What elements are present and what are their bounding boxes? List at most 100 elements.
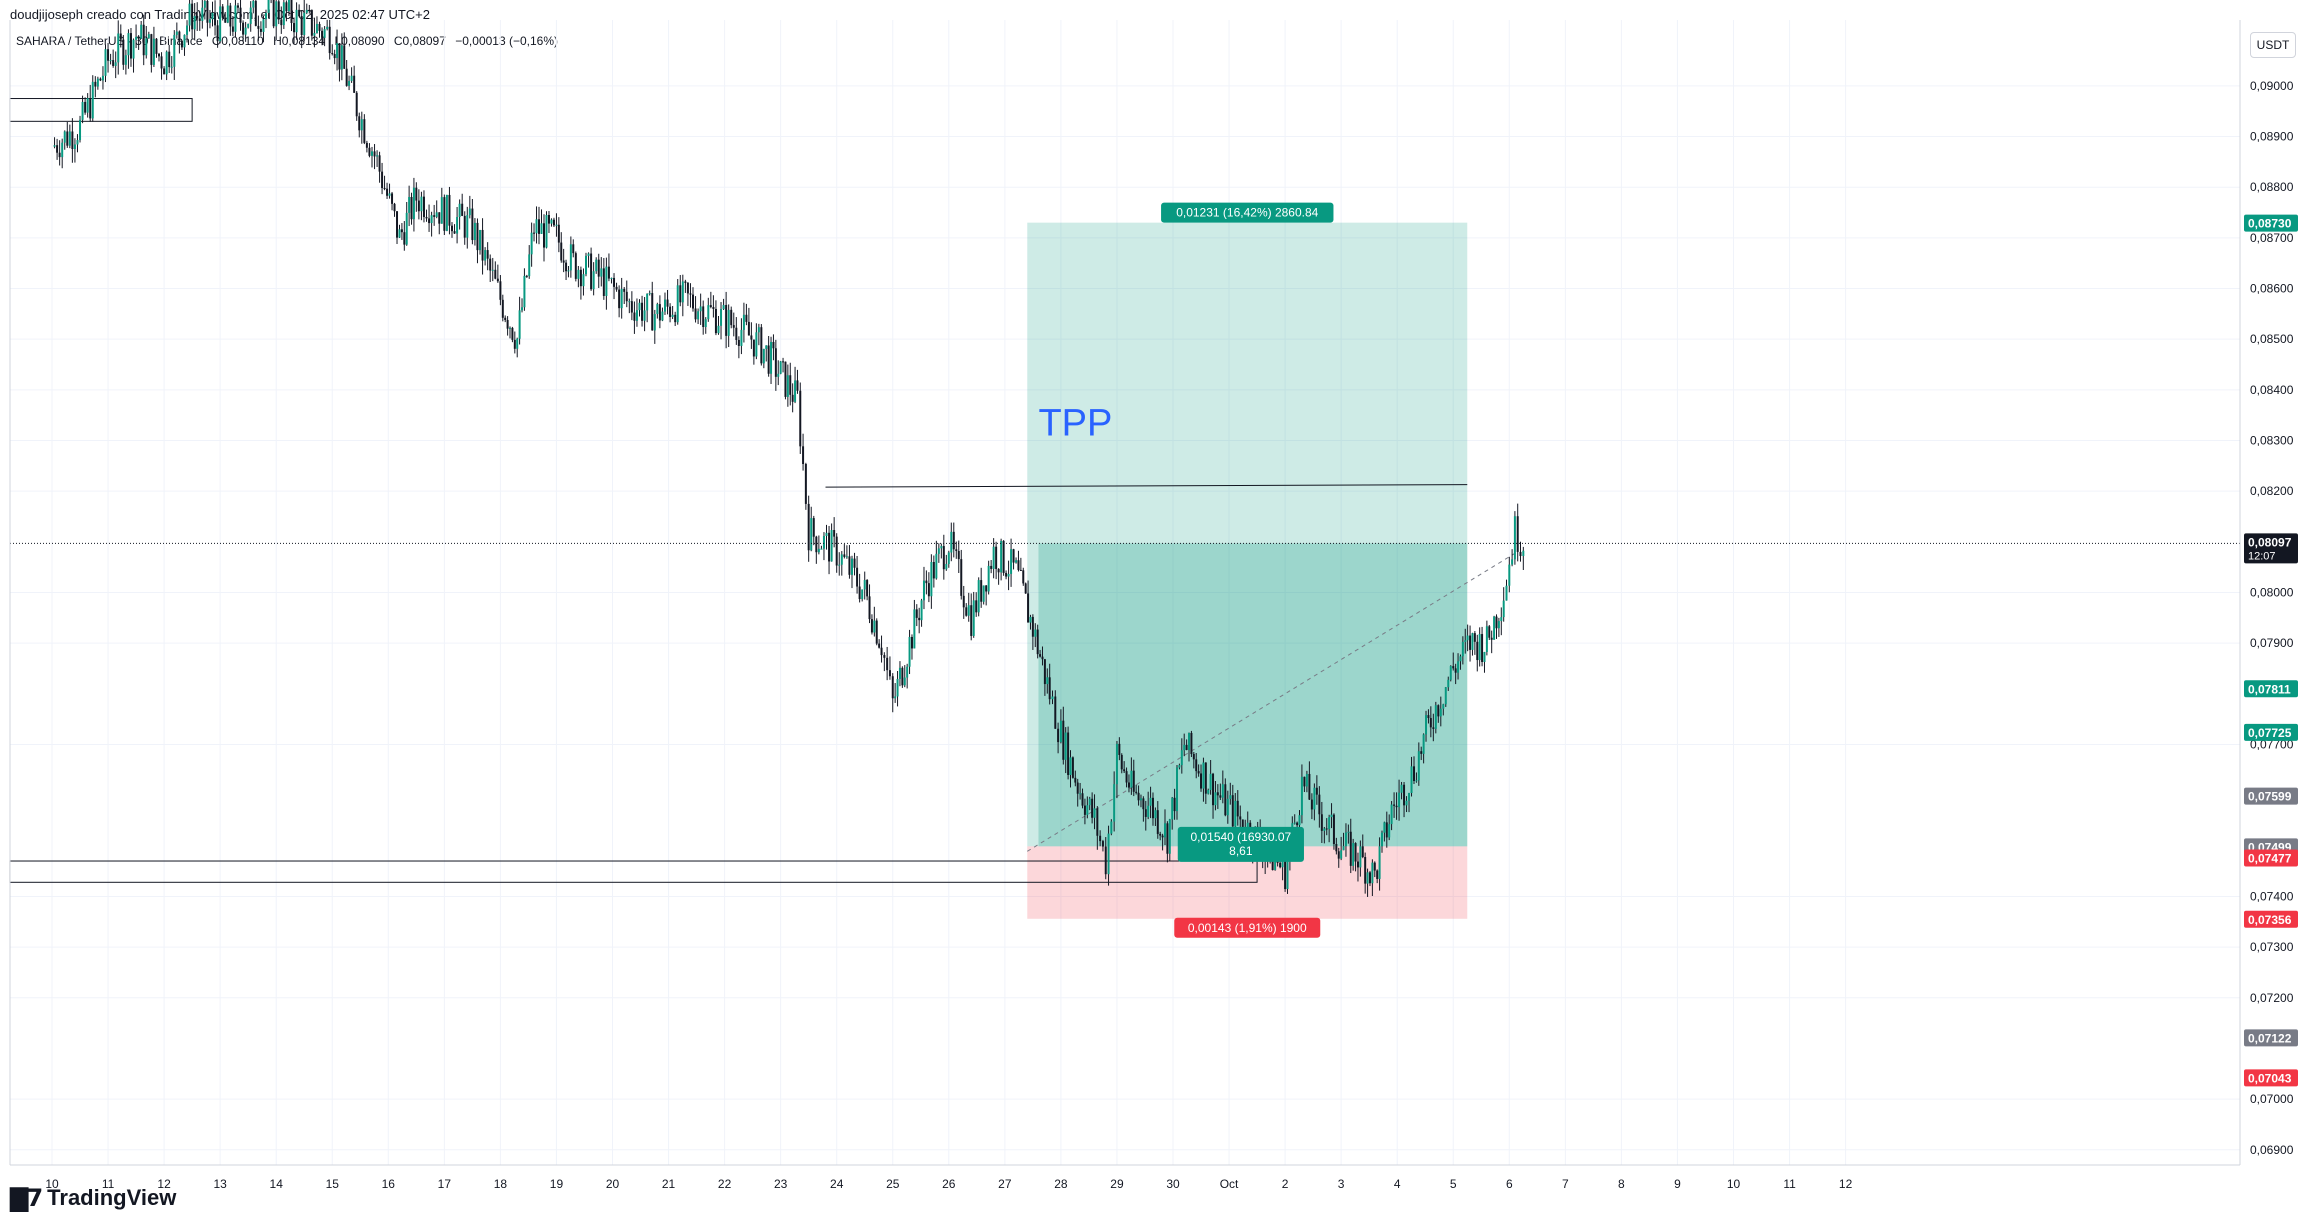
price-badge-label: 0,07725 [2248,726,2292,740]
price-badge-stop-loss[interactable] [2244,910,2298,928]
candle-body [1000,540,1003,573]
candle-body [282,2,285,26]
candle-body [201,7,204,21]
candle-body [1043,659,1046,685]
price-badge-level-07122[interactable] [2244,1029,2298,1047]
price-badge-countdown: 12:07 [2248,550,2276,562]
candle-body [597,259,600,277]
chart-axes[interactable]: 0,06900 0,07000 0,07200 0,07300 0,07400 0,077… [9,20,2298,1191]
price-badge-level-07599[interactable] [2244,787,2298,805]
candle-body [1320,814,1323,831]
candle-body [1293,822,1296,824]
candle-body [1202,762,1205,789]
price-tick-label: 0,09000 [2250,79,2294,93]
candle-body [496,278,499,282]
candle-body [992,546,995,569]
candle-body [952,531,955,550]
candle-body [173,34,176,67]
position-zones[interactable] [1027,222,1516,919]
candle-body [386,188,389,196]
candle-body [521,307,524,311]
candle-body [888,670,891,677]
candle-body [231,26,234,32]
candle-body [545,214,548,248]
candle-body [425,216,428,219]
candle-body [226,5,229,23]
candle-body [782,361,785,363]
candle-body [1405,800,1408,806]
candle-body [1422,734,1425,754]
candle-body [396,211,399,238]
candle-body [550,219,553,224]
candle-body [1473,633,1476,642]
candle-body [211,12,214,20]
candle-body [293,23,296,33]
candle-body [840,554,843,565]
candle-body [1461,641,1464,657]
candle-body [68,131,71,146]
candle-body [1364,857,1367,884]
tradingview-logo[interactable]: ▇7 TradingView [10,1184,176,1212]
candle-body [1310,799,1313,810]
price-badge-level-07043[interactable] [2244,1069,2298,1087]
candle-body [408,196,411,213]
candle-body [880,647,883,656]
price-badge-current[interactable] [2244,533,2298,564]
candle-body [191,3,194,30]
candle-body [155,38,158,54]
candle-body [1378,846,1381,879]
candle-body [577,269,580,279]
candle-body [794,380,797,402]
candle-body [405,212,408,245]
rectangle-box[interactable] [9,98,193,122]
candle-body [1168,819,1171,854]
time-tick-label: 23 [774,1177,788,1191]
chart-overlays[interactable]: TPP 0,01231 (16,42%) 2860.84 0,00143 (1,91… [10,202,2240,938]
candle-body [1118,743,1121,755]
candle-body [762,348,765,364]
candle-body [1027,593,1030,623]
candle-body [970,605,973,636]
time-tick-label: 2 [1282,1177,1289,1191]
candle-body [1481,634,1484,662]
candle-body [868,596,871,620]
candle-body [188,3,191,26]
candle-body [1459,656,1462,662]
candle-body [290,0,293,24]
candle-body [1429,718,1432,728]
candle-body [1325,828,1328,830]
price-badge-level-07725[interactable] [2244,723,2298,741]
candle-body [674,314,677,323]
candle-body [142,24,145,56]
candle-body [1074,777,1077,783]
candle-body [350,75,353,81]
candle-body [807,503,810,551]
price-tick-label: 0,07400 [2250,889,2294,903]
candle-body [1434,705,1437,729]
candle-body [950,531,953,553]
price-tick-label: 0,08600 [2250,282,2294,296]
candle-body [579,269,582,287]
candle-body [305,9,308,13]
price-badge-take-profit[interactable] [2244,214,2298,232]
candle-body [592,271,595,290]
candle-body [972,600,975,636]
candle-body [772,341,775,349]
candle-body [71,131,74,150]
candle-body [610,277,613,279]
price-badge-level-07811[interactable] [2244,680,2298,698]
candle-body [1093,808,1096,818]
candle-body [229,5,232,27]
tpp-resistance-line[interactable] [825,484,1468,488]
candle-body [985,585,988,592]
candle-body [1349,831,1352,866]
candle-body [540,223,543,234]
currency-button[interactable]: USDT [2250,32,2296,58]
price-badge-level-07477[interactable] [2244,849,2298,867]
price-tick-label: 0,08000 [2250,586,2294,600]
candle-body [453,231,456,234]
candle-body [398,229,401,238]
candle-body [679,285,682,303]
profit-zone[interactable] [1027,222,1468,847]
